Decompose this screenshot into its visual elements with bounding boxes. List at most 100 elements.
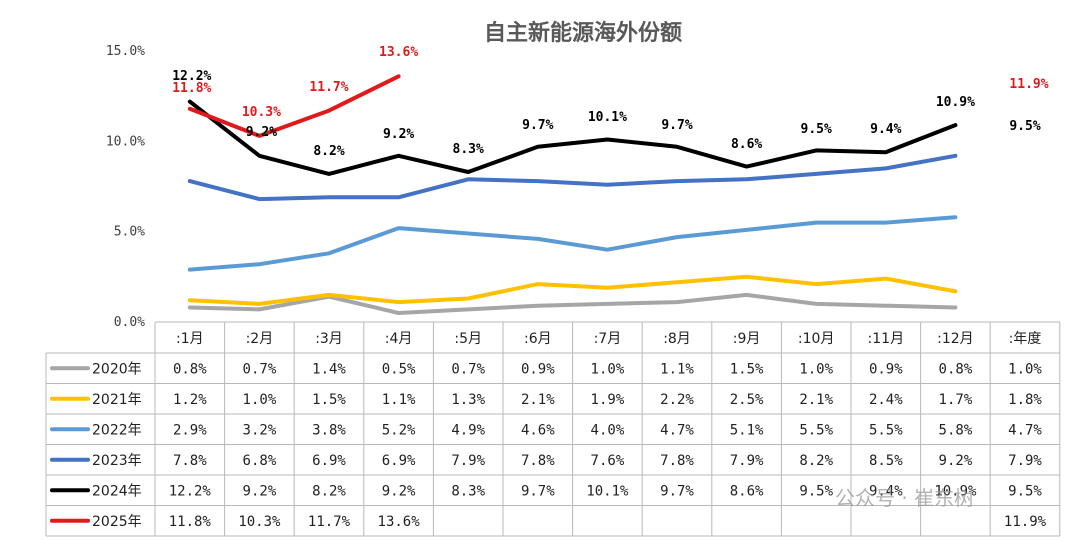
y-tick-label: 10.0% (106, 134, 145, 149)
table-cell: 4.6% (521, 422, 555, 438)
table-cell: 7.9% (451, 453, 485, 469)
table-cell: 2.4% (869, 392, 903, 408)
table-cell: 8.2% (312, 483, 346, 499)
table-cell: 9.7% (521, 483, 555, 499)
x-tick-label: :8月 (663, 331, 691, 347)
table-cell: 1.2% (173, 392, 207, 408)
table-cell: 8.6% (730, 483, 764, 499)
table-cell: 12.2% (169, 483, 212, 499)
table-cell: 4.7% (660, 422, 694, 438)
data-label-2025: 10.3% (242, 105, 281, 120)
table-cell: 5.8% (939, 422, 973, 438)
table-cell: 1.9% (591, 392, 625, 408)
table-cell: 6.9% (382, 453, 416, 469)
table-cell: 1.3% (451, 392, 485, 408)
y-tick-label: 0.0% (114, 315, 145, 330)
legend-label: 2021年 (92, 392, 142, 408)
table-cell: 4.7% (1008, 422, 1042, 438)
table-cell: 4.9% (451, 422, 485, 438)
table-cell: 5.5% (799, 422, 833, 438)
x-tick-label: :11月 (868, 331, 905, 347)
table-cell: 0.9% (521, 361, 555, 377)
series-line-2023年 (187, 153, 958, 202)
table-cell: 7.8% (660, 453, 694, 469)
table-cell: 0.8% (173, 361, 207, 377)
table-cell: 9.5% (1008, 483, 1042, 499)
table-cell: 3.2% (243, 422, 277, 438)
data-label-2025: 11.8% (172, 81, 211, 96)
table-cell: 8.2% (799, 453, 833, 469)
table-cell: 0.8% (939, 361, 973, 377)
x-tick-label: :4月 (385, 331, 413, 347)
y-axis-ticks: 0.0% 5.0% 10.0% 15.0% (106, 44, 145, 330)
table-cell: 0.7% (243, 361, 277, 377)
y-tick-label: 5.0% (114, 225, 145, 240)
table-cell: 7.9% (730, 453, 764, 469)
data-label-2024: 9.4% (870, 122, 901, 137)
table-cell: 2.2% (660, 392, 694, 408)
x-tick-label: :5月 (454, 331, 482, 347)
table-cell: 1.1% (382, 392, 416, 408)
table-cell: 10.9% (934, 483, 977, 499)
x-tick-label: :6月 (524, 331, 552, 347)
watermark: 公众号 · 崔东树 (835, 486, 974, 510)
data-labels: 12.2% 9.2% 8.2% 9.2% 8.3% 9.7% 10.1% 9.7% 8.6% 9.… (172, 45, 1049, 159)
table-cell: 0.9% (869, 361, 903, 377)
series-line-2021年 (187, 274, 958, 306)
table-cell: 7.9% (1008, 453, 1042, 469)
table-cell: 10.3% (238, 514, 281, 530)
data-label-2024: 10.9% (936, 95, 975, 110)
legend-label: 2025年 (92, 514, 142, 530)
table-cell: 9.7% (660, 483, 694, 499)
table-cell: 1.4% (312, 361, 346, 377)
table-cell: 1.8% (1008, 392, 1042, 408)
table-cell: 7.8% (521, 453, 555, 469)
table-cell: 1.1% (660, 361, 694, 377)
table-cell: 9.2% (382, 483, 416, 499)
table-cell: 1.7% (939, 392, 973, 408)
table-cell: 1.0% (799, 361, 833, 377)
table-cell: 1.0% (1008, 361, 1042, 377)
table-cell: 7.6% (591, 453, 625, 469)
table-cell: 13.6% (378, 514, 421, 530)
data-label-2024: 9.5% (801, 122, 832, 137)
table-cell: 6.9% (312, 453, 346, 469)
table-cell: 1.0% (591, 361, 625, 377)
data-label-2024: 9.7% (522, 118, 553, 133)
series-line-2024年 (187, 99, 958, 176)
data-label-2024: 9.7% (661, 118, 692, 133)
data-label-2024: 10.1% (588, 110, 627, 125)
x-tick-label: :年度 (1009, 331, 1042, 347)
legend-label: 2022年 (92, 422, 142, 438)
series-line-2020年 (187, 292, 958, 315)
data-label-2025: 13.6% (379, 45, 418, 60)
table-cell: 3.8% (312, 422, 346, 438)
chart-title: 自主新能源海外份额 (484, 20, 682, 46)
series-line-2022年 (187, 215, 958, 272)
x-tick-label: :7月 (594, 331, 622, 347)
data-label-2024: 9.5% (1009, 119, 1040, 134)
table-cell: 11.7% (308, 514, 351, 530)
table-cell: 11.9% (1004, 514, 1047, 530)
table-cell: 4.0% (591, 422, 625, 438)
data-label-2024: 9.2% (246, 125, 277, 140)
data-label-2024: 12.2% (172, 69, 211, 84)
plot-lines (187, 74, 958, 315)
legend-label: 2023年 (92, 453, 142, 469)
table-cell: 2.9% (173, 422, 207, 438)
table-cell: 10.1% (586, 483, 629, 499)
table-cell: 5.5% (869, 422, 903, 438)
table-cell: 7.8% (173, 453, 207, 469)
data-label-2024: 8.6% (731, 137, 762, 152)
data-label-2025: 11.9% (1009, 77, 1048, 92)
table-cell: 1.0% (243, 392, 277, 408)
data-label-2025: 11.7% (309, 80, 348, 95)
x-tick-label: :1月 (176, 331, 204, 347)
table-cell: 9.2% (939, 453, 973, 469)
table-cell: 2.5% (730, 392, 764, 408)
table-cell: 2.1% (521, 392, 555, 408)
legend-label: 2020年 (92, 361, 142, 377)
table-cell: 2.1% (799, 392, 833, 408)
legend-label: 2024年 (92, 483, 142, 499)
